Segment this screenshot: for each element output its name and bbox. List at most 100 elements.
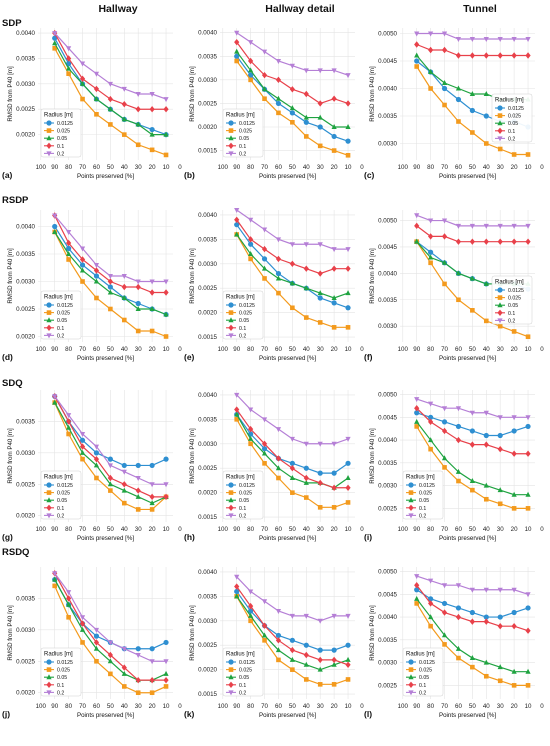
data-point [149, 690, 155, 696]
data-point [317, 143, 323, 149]
data-point [289, 475, 295, 480]
y-axis-label: RMSD from P40 [m] [7, 248, 14, 304]
y-tick-label: 0.0030 [16, 627, 35, 634]
legend-marker [46, 659, 52, 665]
legend-marker [497, 318, 503, 324]
y-tick-label: 0.0030 [198, 441, 217, 448]
legend-marker [408, 490, 414, 495]
y-tick-label: 0.0030 [198, 77, 217, 84]
data-point [121, 283, 127, 291]
x-tick-label: 50 [107, 526, 114, 533]
data-point [261, 632, 268, 638]
data-point [108, 671, 113, 677]
data-point [149, 500, 155, 506]
data-point [414, 64, 420, 69]
data-point [497, 52, 503, 59]
data-point [261, 622, 268, 629]
row-label-rsdp: RSDP [2, 195, 29, 206]
data-point [135, 300, 141, 307]
legend-title: Radius [m] [495, 280, 524, 286]
data-point [497, 622, 503, 630]
data-point [455, 406, 462, 412]
data-point [66, 431, 71, 437]
legend-marker [228, 302, 234, 308]
x-tick-label: 30 [497, 526, 504, 533]
data-point [303, 265, 309, 272]
data-point [79, 432, 86, 437]
data-point [234, 417, 240, 422]
data-point [469, 238, 475, 245]
legend-marker [228, 324, 234, 331]
data-point [455, 85, 462, 91]
data-point [483, 410, 489, 416]
data-point [331, 647, 337, 653]
legend-marker [46, 482, 52, 488]
x-tick-label: 70 [441, 526, 448, 533]
x-tick-label: 0 [178, 703, 182, 710]
data-point [66, 60, 72, 67]
data-point [331, 484, 337, 491]
data-point [149, 306, 155, 311]
y-tick-label: 0.0040 [198, 212, 217, 219]
y-tick-label: 0.0040 [198, 569, 217, 576]
data-point [149, 507, 155, 512]
legend-title: Radius [m] [406, 652, 435, 658]
x-axis-label: Points preserved [%] [439, 173, 496, 180]
data-point [483, 91, 489, 96]
legend-label: 0.025 [508, 114, 521, 120]
data-point [456, 478, 461, 484]
data-point [261, 86, 268, 92]
data-point [317, 647, 323, 653]
data-point [275, 100, 282, 107]
data-point [121, 274, 127, 279]
data-point [93, 627, 100, 633]
x-axis-label: Points preserved [%] [259, 712, 316, 719]
data-point [107, 284, 113, 290]
x-tick-label: 0 [360, 703, 364, 710]
x-tick-label: 80 [65, 703, 72, 710]
legend-label: 0.1 [57, 144, 64, 150]
data-point [525, 683, 531, 688]
data-point [248, 251, 254, 256]
legend-label: 0.2 [508, 318, 515, 324]
legend-label: 0.1 [239, 144, 246, 150]
data-point [303, 90, 309, 98]
legend-label: 0.2 [57, 151, 64, 157]
data-point [497, 223, 503, 229]
data-point [261, 440, 268, 447]
data-point [149, 676, 155, 684]
x-axis-label: Points preserved [%] [439, 712, 496, 719]
data-point [107, 474, 113, 482]
data-point [289, 110, 295, 116]
x-axis-label: Points preserved [%] [259, 173, 316, 180]
data-point [135, 279, 141, 285]
data-point [289, 63, 295, 69]
panel-letter: (d) [2, 352, 13, 362]
data-point [455, 423, 462, 430]
data-point [441, 427, 448, 435]
data-point [107, 456, 113, 462]
data-point [303, 479, 309, 485]
data-point [121, 481, 127, 488]
data-point [66, 239, 72, 247]
data-point [52, 213, 58, 219]
x-tick-label: 40 [121, 703, 128, 710]
data-point [234, 48, 240, 54]
legend-marker [46, 135, 52, 141]
data-point [483, 496, 489, 502]
x-tick-label: 40 [303, 526, 310, 533]
x-tick-label: 70 [441, 164, 448, 171]
legend-marker [46, 497, 52, 503]
data-point [93, 263, 100, 268]
y-tick-label: 0.0045 [378, 244, 397, 251]
x-tick-label: 20 [331, 703, 338, 710]
data-point [234, 222, 240, 228]
data-point [234, 588, 240, 595]
panel-letter: (f) [364, 352, 373, 362]
y-axis-label: RMSD from P40 [m] [189, 428, 196, 484]
data-point [345, 656, 351, 662]
